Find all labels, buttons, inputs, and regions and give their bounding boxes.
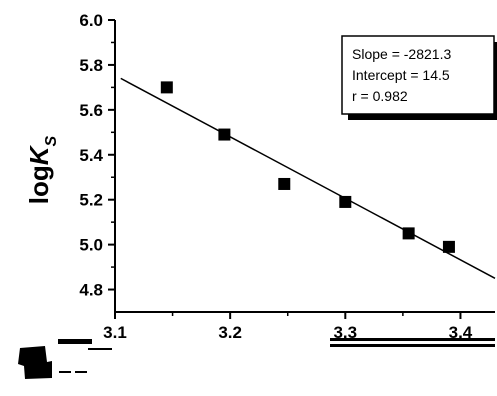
y-tick-label: 4.8 bbox=[79, 281, 103, 300]
y-tick-label: 5.2 bbox=[79, 191, 103, 210]
y-tick-label: 6.0 bbox=[79, 11, 103, 30]
artifact-blob bbox=[18, 346, 52, 379]
fit-line-group bbox=[120, 77, 496, 279]
data-point bbox=[160, 81, 173, 94]
data-point bbox=[442, 240, 455, 253]
y-tick-label: 5.0 bbox=[79, 236, 103, 255]
axis-ticks: 4.8 5.0 5.2 5.4 5.6 5.8 6.0 3.1 3.2 3.3 3.4 bbox=[79, 11, 472, 342]
x-tick-label: 3.2 bbox=[218, 323, 242, 342]
artifact-double-line-top bbox=[330, 338, 495, 341]
artifact-dash bbox=[59, 371, 71, 373]
annotation-box bbox=[341, 35, 495, 115]
y-tick-label: 5.8 bbox=[79, 56, 103, 75]
x-tick-label: 3.1 bbox=[103, 323, 127, 342]
data-point bbox=[278, 177, 291, 190]
annotation-r: r = 0.982 bbox=[352, 88, 408, 104]
data-point bbox=[339, 195, 352, 208]
fit-line bbox=[120, 77, 496, 279]
data-point bbox=[402, 227, 415, 240]
annotation-slope: Slope = -2821.3 bbox=[352, 46, 451, 62]
data-point bbox=[218, 128, 231, 141]
data-points bbox=[160, 81, 455, 253]
x-tick-label: 3.4 bbox=[449, 323, 473, 342]
annotation-intercept: Intercept = 14.5 bbox=[352, 67, 450, 83]
artifact-double-line-bottom bbox=[330, 344, 495, 347]
artifact-dash-2 bbox=[75, 371, 87, 373]
artifact-bar-2 bbox=[88, 348, 112, 350]
x-tick-label: 3.3 bbox=[333, 323, 357, 342]
fit-annotation-box: Slope = -2821.3 Intercept = 14.5 r = 0.9… bbox=[341, 35, 497, 120]
y-tick-label: 5.4 bbox=[79, 146, 103, 165]
scan-artifacts bbox=[18, 338, 495, 379]
y-axis-label: logKS bbox=[24, 135, 60, 204]
y-tick-label: 5.6 bbox=[79, 101, 103, 120]
artifact-bar bbox=[58, 339, 92, 344]
